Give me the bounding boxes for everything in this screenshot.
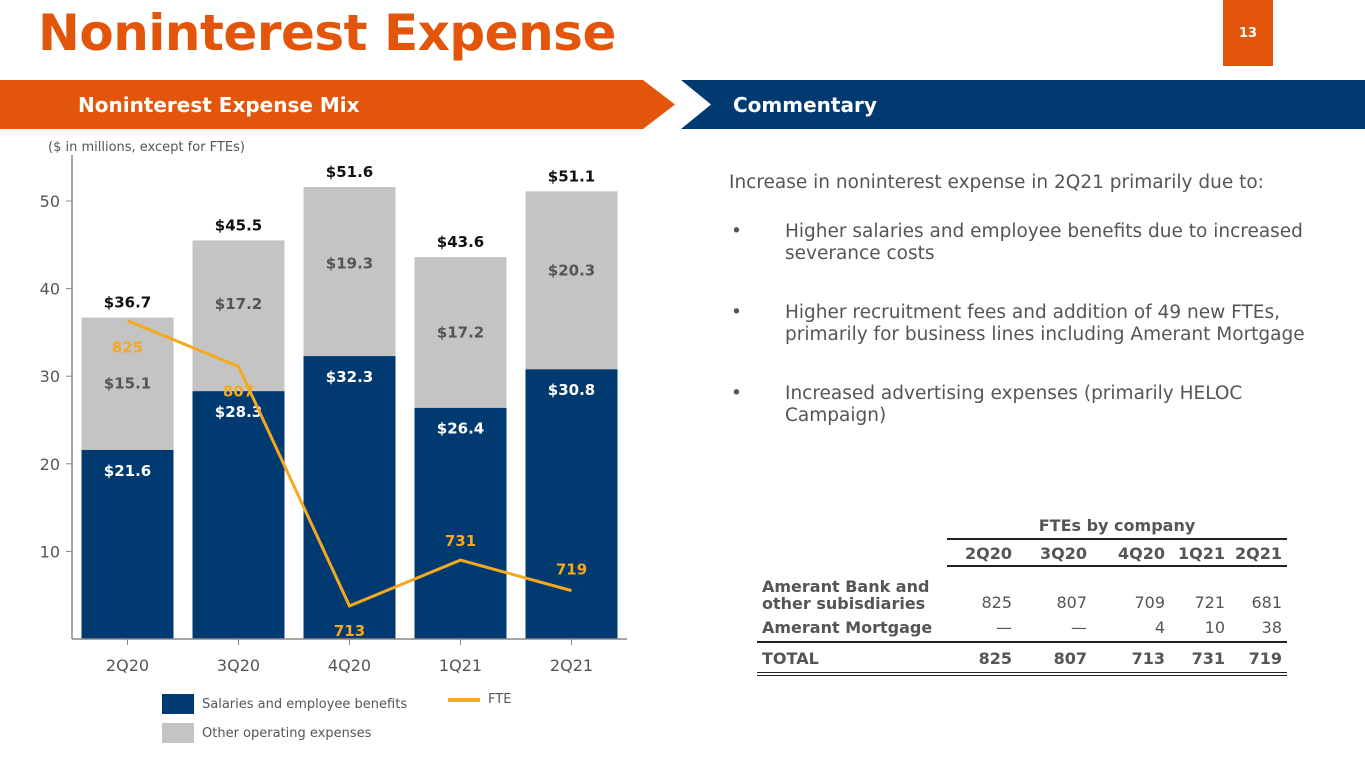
cell: 719 (1230, 641, 1287, 676)
cell: 721 (1194, 593, 1225, 612)
bar-segment (525, 369, 618, 639)
y-tick-label: 20 (40, 455, 60, 474)
bar-label: $30.8 (548, 381, 595, 399)
y-tick-label: 50 (40, 192, 60, 211)
x-tick-label: 4Q20 (328, 656, 371, 675)
table-row: Amerant Bank and other subisdiaries 825 … (757, 566, 1287, 614)
legend-label: Salaries and employee benefits (202, 696, 408, 712)
legend-line (448, 697, 480, 702)
total-label: $51.6 (326, 163, 373, 181)
page-number: 13 (1223, 0, 1273, 66)
bar-label: $17.2 (437, 323, 484, 341)
bar-segment (525, 191, 618, 370)
fte-label: 713 (334, 622, 365, 640)
bar-label: $20.3 (548, 261, 595, 279)
page-title: Noninterest Expense (38, 4, 616, 62)
total-label: $36.7 (104, 294, 151, 312)
x-tick-label: 1Q21 (439, 656, 482, 675)
cell: 4 (1154, 618, 1165, 637)
row-label: TOTAL (757, 641, 947, 676)
cell: — (996, 618, 1012, 637)
cell: — (1071, 618, 1087, 637)
fte-label: 825 (112, 339, 143, 357)
legend-label: FTE (488, 692, 512, 707)
total-row: TOTAL 825 807 713 731 719 (757, 641, 1287, 676)
cell: 731 (1170, 641, 1230, 676)
x-tick-label: 2Q21 (550, 656, 593, 675)
bar-segment (192, 391, 285, 639)
legend-salaries: Salaries and employee benefits (162, 694, 407, 714)
cell: 10 (1204, 618, 1225, 637)
legend-fte: FTE (448, 692, 511, 707)
fte-label: 731 (445, 532, 476, 550)
legend-other: Other operating expenses (162, 723, 371, 743)
total-label: $45.5 (215, 216, 262, 234)
bar-label: $26.4 (437, 420, 484, 438)
cell: 825 (947, 641, 1017, 676)
bar-segment (414, 257, 507, 408)
fte-table: FTEs by company 2Q20 3Q20 4Q20 1Q21 2Q21… (757, 514, 1287, 676)
x-tick-label: 2Q20 (106, 656, 149, 675)
bar-segment (81, 317, 174, 450)
chart-note: ($ in millions, except for FTEs) (48, 140, 245, 155)
col-header: 2Q20 (947, 539, 1017, 567)
cell: 713 (1092, 641, 1170, 676)
fte-label: 719 (556, 561, 587, 579)
section-title: Noninterest Expense Mix (78, 92, 360, 117)
row-label: Amerant Bank and other subisdiaries (762, 577, 930, 613)
cell: 807 (1056, 593, 1087, 612)
total-label: $51.1 (548, 167, 595, 185)
commentary-intro: Increase in noninterest expense in 2Q21 … (729, 172, 1264, 193)
bullet: Higher recruitment fees and addition of … (729, 302, 1349, 346)
col-header: 4Q20 (1092, 539, 1170, 567)
bar-label: $19.3 (326, 255, 373, 273)
commentary: Increase in noninterest expense in 2Q21 … (729, 172, 1349, 464)
legend-label: Other operating expenses (202, 725, 372, 741)
fte-label: 807 (223, 383, 254, 401)
bar-label: $15.1 (104, 375, 151, 393)
cell: 38 (1261, 618, 1282, 637)
bullet: Higher salaries and employee benefits du… (729, 221, 1349, 265)
bar-label: $28.3 (215, 403, 262, 421)
legend-swatch (162, 694, 194, 714)
bar-label: $32.3 (326, 368, 373, 386)
cell: 681 (1251, 593, 1282, 612)
bar-segment (303, 356, 396, 639)
bar-label: $17.2 (215, 295, 262, 313)
bar-label: $21.6 (104, 462, 151, 480)
table-caption: FTEs by company (947, 514, 1287, 540)
col-header: 2Q21 (1230, 539, 1287, 567)
row-label: Amerant Mortgage (762, 618, 933, 637)
section-title: Commentary (733, 92, 877, 117)
section-band-commentary: Commentary (681, 80, 1365, 129)
cell: 807 (1017, 641, 1092, 676)
cell: 825 (981, 593, 1012, 612)
x-tick-label: 3Q20 (217, 656, 260, 675)
bar-segment (81, 449, 174, 639)
section-band-mix: Noninterest Expense Mix (0, 80, 675, 129)
table-row: Amerant Mortgage — — 4 10 38 (757, 614, 1287, 642)
y-tick-label: 40 (40, 280, 60, 299)
bar-segment (414, 407, 507, 639)
cell: 709 (1134, 593, 1165, 612)
col-header: 3Q20 (1017, 539, 1092, 567)
total-label: $43.6 (437, 233, 484, 251)
col-header: 1Q21 (1170, 539, 1230, 567)
bar-segment (303, 186, 396, 357)
bullet: Increased advertising expenses (primaril… (729, 383, 1349, 427)
y-tick-label: 30 (40, 367, 60, 386)
y-tick-label: 10 (40, 542, 60, 561)
legend-swatch (162, 723, 194, 743)
